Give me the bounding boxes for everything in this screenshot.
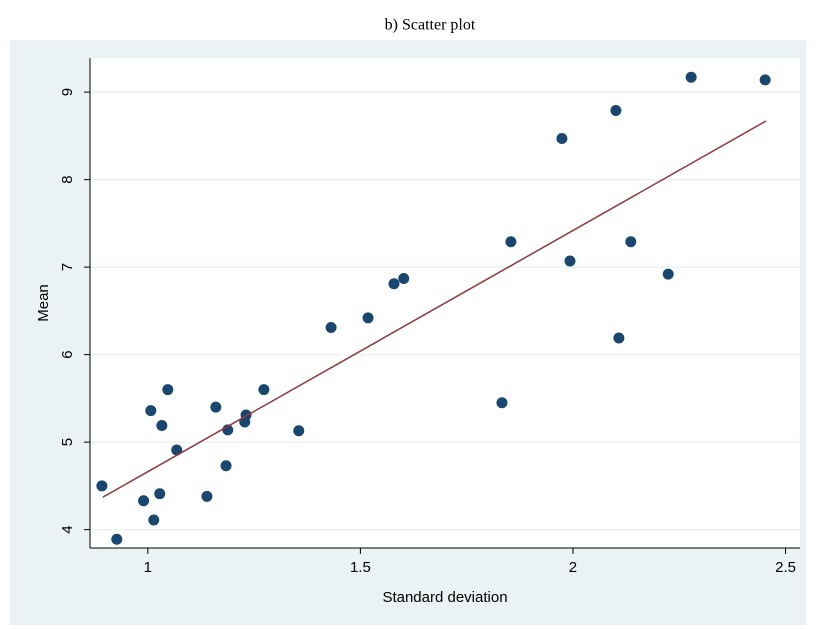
x-tick-label: 1.5 — [350, 559, 371, 576]
scatter-point — [564, 255, 576, 267]
scatter-point — [258, 384, 270, 396]
y-tick-label: 6 — [59, 350, 76, 358]
scatter-point — [162, 384, 174, 396]
x-tick-label: 2 — [569, 559, 577, 576]
y-tick-label: 7 — [59, 263, 76, 271]
scatter-point — [156, 420, 168, 431]
y-axis-label: Mean — [35, 284, 52, 322]
scatter-point — [325, 322, 337, 333]
scatter-point — [388, 278, 400, 290]
x-axis-label: Standard deviation — [382, 589, 507, 606]
scatter-point — [610, 105, 622, 116]
scatter-point — [138, 495, 150, 507]
y-tick-label: 8 — [59, 175, 76, 183]
y-tick-label: 4 — [59, 525, 76, 533]
scatter-point — [685, 71, 697, 83]
y-tick-label: 9 — [59, 88, 76, 96]
scatter-point — [362, 312, 374, 324]
scatter-point — [556, 133, 568, 144]
x-tick-label: 1 — [144, 559, 152, 576]
scatter-point — [759, 74, 771, 86]
scatter-point — [505, 236, 517, 248]
scatter-point — [220, 460, 232, 472]
scatter-point — [662, 268, 674, 280]
scatter-point — [398, 273, 410, 284]
scatter-point — [145, 405, 157, 417]
chart-title: b) Scatter plot — [385, 17, 476, 34]
scatter-point — [293, 425, 305, 437]
scatter-point — [625, 236, 637, 248]
fit-line — [102, 120, 767, 498]
x-tick-label: 2.5 — [775, 559, 796, 576]
scatter-point — [210, 401, 222, 413]
scatter-point — [171, 444, 183, 456]
scatter-point — [613, 332, 625, 344]
scatter-point — [201, 490, 213, 502]
scatter-point — [154, 488, 166, 500]
scatter-point — [111, 533, 123, 545]
scatter-point — [148, 514, 160, 526]
scatter-point — [496, 397, 508, 409]
y-tick-label: 5 — [59, 438, 76, 446]
scatter-point — [96, 480, 108, 492]
